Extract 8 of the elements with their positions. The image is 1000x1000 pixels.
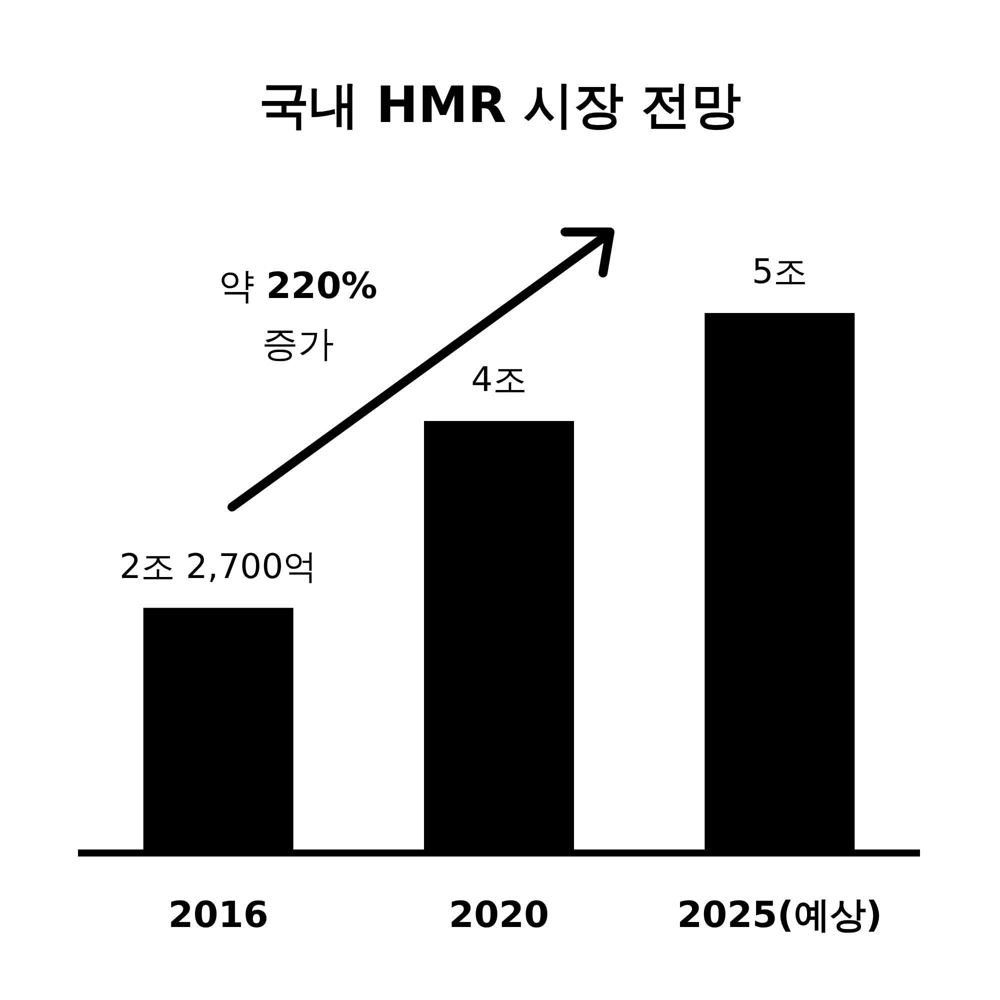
data-label: 2조 2,700억 <box>119 546 318 587</box>
x-tick-label: 2020 <box>448 895 550 936</box>
data-label: 5조 <box>752 252 808 292</box>
x-tick-label: 2016 <box>168 895 268 936</box>
x-tick-label: 2025(예상) <box>677 895 882 936</box>
data-label: 4조 <box>471 360 527 400</box>
chart-title: 국내 HMR 시장 전망 <box>258 76 742 134</box>
annotation: 약 220% 증가 <box>218 266 378 365</box>
